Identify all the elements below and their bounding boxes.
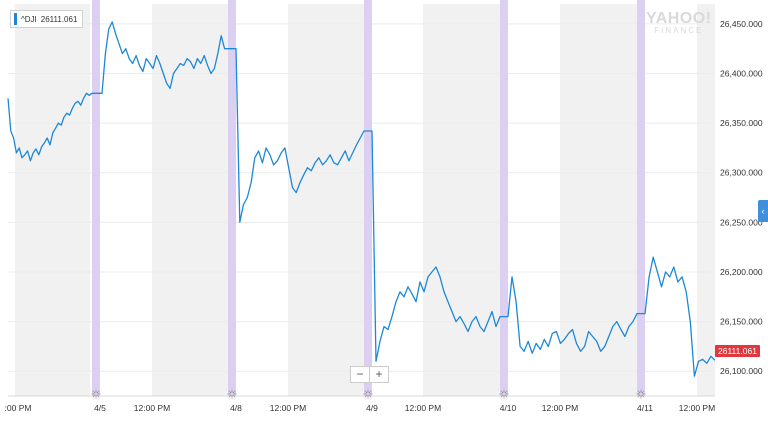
x-tick-label: 12:00 PM: [405, 403, 441, 413]
x-tick-label: 12:00 PM: [679, 403, 715, 413]
y-axis-labels: 26,100.000 26,150.000 26,200.000 26,250.000…: [720, 19, 763, 376]
sun-icon[interactable]: [227, 389, 237, 399]
y-tick-label: 26,100.000: [720, 366, 763, 376]
y-tick-label: 26,400.000: [720, 68, 763, 78]
x-tick-label: 4/5: [94, 403, 106, 413]
session-shade: [288, 4, 364, 396]
series-dji: [7, 21, 716, 377]
x-tick-label: 4/8: [230, 403, 242, 413]
last-price-badge: 26111.061: [715, 345, 760, 357]
x-tick-label: 4/10: [500, 403, 517, 413]
x-tick-label: 12:00 PM: [542, 403, 578, 413]
y-tick-label: 26,450.000: [720, 19, 763, 29]
sun-icon[interactable]: [636, 389, 646, 399]
gridlines: [8, 23, 715, 397]
overnight-gap-band: [228, 0, 236, 396]
x-tick-label: 12:00 PM: [134, 403, 170, 413]
y-tick-label: 26,300.000: [720, 168, 763, 178]
session-shade: [697, 4, 715, 396]
x-tick-label: 4/11: [637, 403, 653, 413]
watermark-line-2: FINANCE: [654, 26, 704, 35]
overnight-gap-band: [500, 0, 508, 396]
y-tick-label: 26,250.000: [720, 217, 763, 227]
zoom-controls: − +: [350, 366, 389, 383]
x-tick-label: 12:00 PM: [270, 403, 306, 413]
overnight-gap-band: [637, 0, 645, 396]
chevron-left-icon[interactable]: ‹: [758, 200, 768, 222]
x-axis-labels: :00 PM 4/5 12:00 PM 4/8 12:00 PM 4/9 12:00 PM 4…: [5, 403, 716, 413]
legend[interactable]: ^DJI 26111.061: [10, 10, 84, 28]
legend-symbol: ^DJI: [21, 14, 37, 24]
y-tick-label: 26,150.000: [720, 317, 763, 327]
session-shade: [423, 4, 500, 396]
zoom-out-button[interactable]: −: [356, 367, 364, 381]
legend-swatch: [14, 13, 17, 25]
price-line: [7, 21, 716, 377]
session-shade: [560, 4, 637, 396]
overnight-gap-bands: [92, 0, 645, 396]
sun-icon[interactable]: [363, 389, 373, 399]
zoom-in-button[interactable]: +: [369, 367, 388, 382]
legend-value: 26111.061: [40, 14, 78, 24]
sun-icon[interactable]: [499, 389, 509, 399]
watermark-line-1: YAHOO!: [646, 10, 712, 27]
x-tick-label: :00 PM: [5, 403, 32, 413]
overnight-gap-band: [364, 0, 372, 396]
overnight-gap-band: [92, 0, 100, 396]
y-tick-label: 26,200.000: [720, 267, 763, 277]
y-tick-label: 26,350.000: [720, 118, 763, 128]
x-tick-label: 4/9: [366, 403, 378, 413]
yahoo-finance-watermark: YAHOO! FINANCE: [646, 10, 712, 35]
session-shade: [15, 4, 90, 396]
sun-icon[interactable]: [91, 389, 101, 399]
event-markers: [91, 389, 646, 399]
session-shade: [152, 4, 228, 396]
